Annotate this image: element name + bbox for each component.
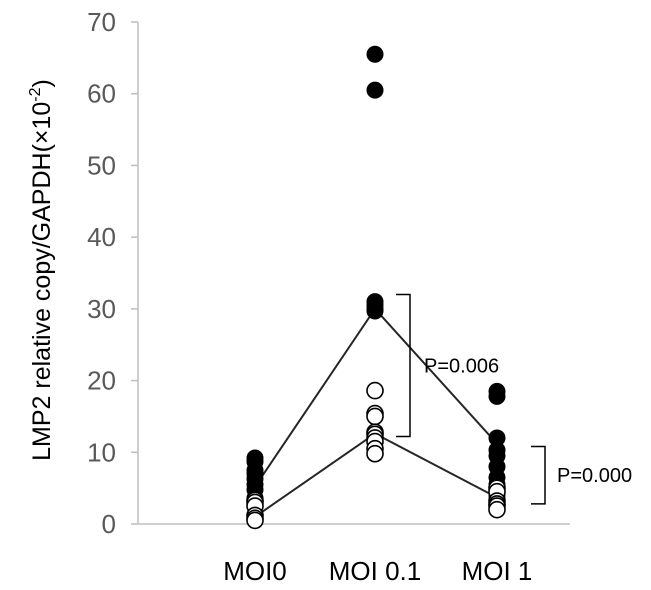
open-point bbox=[246, 511, 264, 530]
y-tick-label: 10 bbox=[87, 437, 116, 467]
significance-bracket bbox=[531, 445, 546, 505]
y-tick-label: 0 bbox=[102, 509, 116, 539]
open-point bbox=[488, 500, 506, 519]
annotations: P=0.006 P=0.000 bbox=[396, 293, 632, 505]
data-points bbox=[246, 45, 506, 530]
significance-bracket bbox=[396, 293, 411, 438]
y-axis-label: LMP2 relative copy/GAPDH(×10-2) bbox=[27, 79, 56, 461]
filled-point bbox=[488, 387, 506, 405]
y-tick-label: 50 bbox=[87, 150, 116, 180]
y-tick-label: 40 bbox=[87, 222, 116, 252]
open-point bbox=[366, 444, 384, 463]
open-point bbox=[366, 407, 384, 426]
y-ticks: 0 10 20 30 40 50 60 70 bbox=[87, 7, 138, 539]
y-tick-label: 60 bbox=[87, 79, 116, 109]
x-category-label: MOI0 bbox=[223, 556, 287, 586]
x-category-label: MOI 0.1 bbox=[329, 556, 421, 586]
y-tick-label: 70 bbox=[87, 7, 116, 37]
filled-point bbox=[366, 81, 384, 99]
p-value-label: P=0.006 bbox=[424, 356, 499, 378]
y-tick-label: 20 bbox=[87, 366, 116, 396]
filled-point bbox=[366, 45, 384, 63]
open-point bbox=[366, 381, 384, 400]
y-axis-label-main: LMP2 relative copy/GAPDH(×10 bbox=[28, 102, 56, 461]
y-axis-label-close: ) bbox=[28, 79, 56, 87]
y-axis-label-exponent: -2 bbox=[27, 87, 44, 101]
y-tick-label: 30 bbox=[87, 294, 116, 324]
p-value-label: P=0.000 bbox=[557, 465, 632, 487]
x-category-label: MOI 1 bbox=[462, 556, 533, 586]
filled-point bbox=[366, 302, 384, 320]
axes bbox=[137, 22, 570, 525]
x-category-labels: MOI0 MOI 0.1 MOI 1 bbox=[223, 556, 532, 586]
